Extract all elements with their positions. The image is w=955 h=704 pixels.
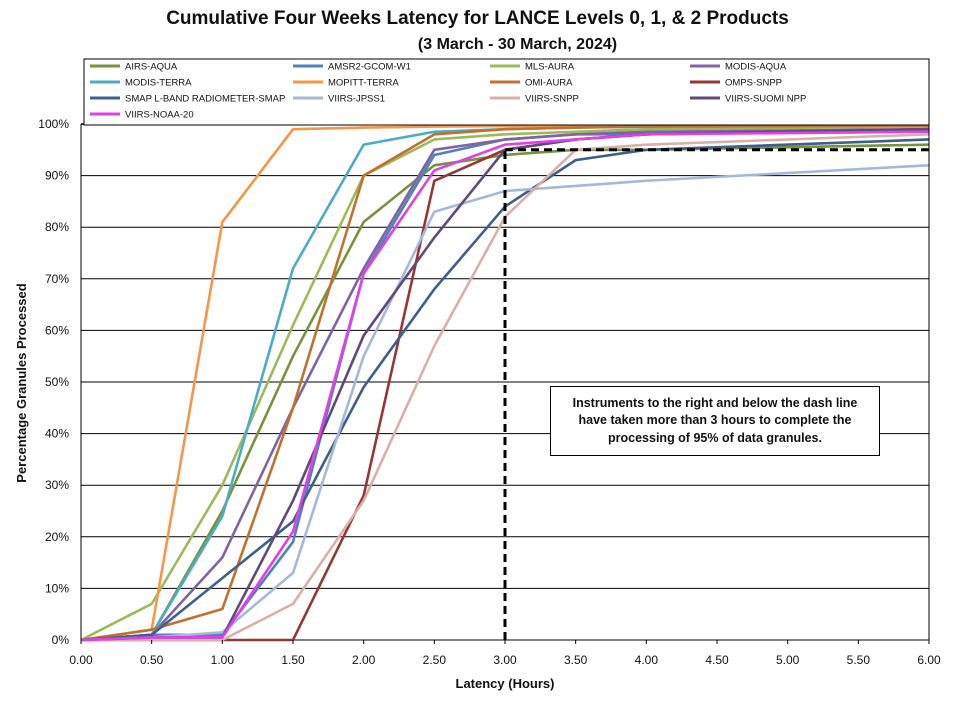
legend-label: MODIS-AQUA — [725, 62, 787, 73]
x-tick-label: 4.50 — [705, 653, 729, 667]
series-line — [81, 133, 930, 642]
x-tick-label: 3.50 — [564, 653, 588, 667]
y-tick-label: 90% — [45, 169, 69, 183]
y-tick-label: 20% — [45, 530, 69, 544]
x-tick-label: 1.00 — [211, 653, 235, 667]
y-axis-label: Percentage Granules Processed — [14, 283, 29, 482]
y-tick-label: 60% — [45, 323, 69, 337]
y-tick-label: 0% — [52, 633, 70, 647]
legend-label: MODIS-TERRA — [125, 78, 192, 89]
legend-label: AIRS-AQUA — [125, 62, 178, 73]
series-line — [80, 130, 930, 642]
series-line — [80, 124, 930, 642]
legend-label: SMAP L-BAND RADIOMETER-SMAP — [125, 94, 285, 105]
x-tick-label: 2.00 — [352, 653, 376, 667]
y-tick-label: 30% — [45, 478, 69, 492]
legend-label: VIIRS-SUOMI NPP — [725, 94, 806, 105]
chart-title: Cumulative Four Weeks Latency for LANCE … — [166, 8, 789, 29]
y-tick-label: 100% — [38, 117, 69, 131]
y-tick-label: 70% — [45, 272, 69, 286]
legend: AIRS-AQUA AMSR2-GCOM-W1 MLS-AURA MODIS-AQUA… — [83, 58, 930, 126]
x-tick-label: 5.00 — [776, 653, 800, 667]
legend-label: OMI-AURA — [525, 78, 573, 89]
legend-label: AMSR2-GCOM-W1 — [328, 62, 411, 73]
x-tick-label: 3.00 — [493, 653, 517, 667]
y-tick-label: 40% — [45, 427, 69, 441]
x-tick-label: 2.50 — [423, 653, 447, 667]
x-tick-label: 0.00 — [69, 653, 93, 667]
x-tick-label: 0.50 — [140, 653, 164, 667]
legend-label: MLS-AURA — [525, 62, 575, 73]
x-tick-label: 1.50 — [281, 653, 305, 667]
series-line — [80, 138, 930, 642]
legend-label: MOPITT-TERRA — [328, 78, 399, 89]
axes: 0% 10% 20% 30% 40% 50% 60% 70% 80% 90% 100% 0.00 0.5… — [38, 117, 941, 667]
series-line — [80, 125, 930, 642]
annotation-box: Instruments to the right and below the d… — [550, 386, 880, 456]
x-tick-label: 6.00 — [917, 653, 941, 667]
legend-label: VIIRS-SNPP — [525, 94, 579, 105]
grid — [81, 123, 929, 641]
y-tick-label: 50% — [45, 375, 69, 389]
series-line — [80, 127, 930, 642]
legend-label: VIIRS-NOAA-20 — [125, 110, 194, 121]
series-line — [80, 163, 930, 642]
y-tick-label: 10% — [45, 581, 69, 595]
chart-subtitle: (3 March - 30 March, 2024) — [417, 36, 618, 53]
threshold-layer — [503, 148, 929, 640]
legend-label: VIIRS-JPSS1 — [328, 94, 385, 105]
series-line — [80, 123, 930, 642]
x-tick-label: 5.50 — [847, 653, 871, 667]
legend-label: OMPS-SNPP — [725, 78, 782, 89]
x-tick-label: 4.00 — [635, 653, 659, 667]
y-tick-label: 80% — [45, 220, 69, 234]
legend-box — [83, 58, 930, 126]
x-axis-label: Latency (Hours) — [456, 676, 555, 691]
